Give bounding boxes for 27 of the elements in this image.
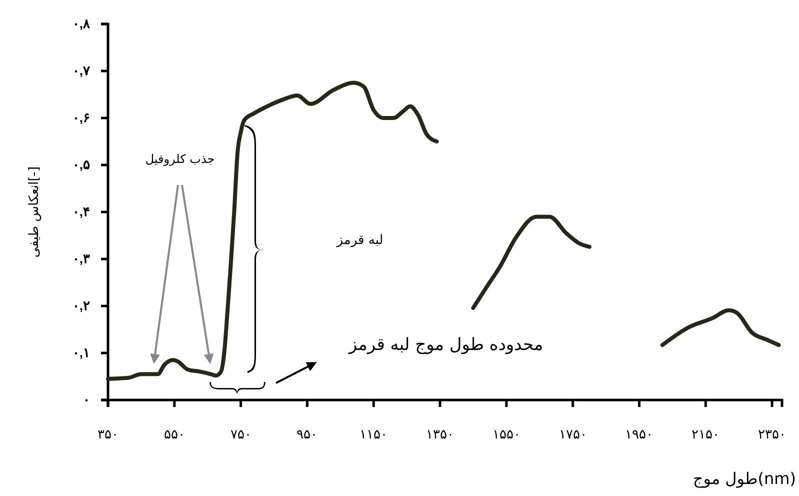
x-tick-label: ۲۱۵۰ [692,426,720,442]
y-tick-label: ۰,۲ [72,298,90,314]
x-tick-label: ۱۳۵۰ [426,426,454,442]
x-tick-label: ۹۵۰ [296,426,318,442]
x-tick-label: ۷۵۰ [230,426,252,442]
annotation: جذب کلروفیل [145,152,215,166]
line-series [660,308,781,348]
x-tick-label: ۵۵۰ [164,426,185,442]
x-tick-label: ۳۵۰ [98,426,118,442]
annotation: محدوده طول موج لبه قرمز [348,335,544,355]
y-tick-label: ۰,۱ [72,345,90,360]
y-tick-label: ۰,۵ [72,157,90,172]
y-tick-label: ۰ [83,392,90,408]
y-tick-label: ۰,۷ [72,63,91,78]
y-axis-title: انعکاس طیفی[-] [27,166,42,258]
x-tick-label: ۱۱۵۰ [360,426,388,442]
y-tick-label: ۰,۶ [72,110,90,126]
y-tick-label: ۰,۸ [72,16,91,32]
annotation: لبه قرمز [336,233,384,248]
x-tick-label: ۱۹۵۰ [625,426,654,442]
x-tick-label: ۱۷۵۰ [558,426,587,442]
x-tick-label: ۲۳۵۰ [758,426,786,442]
x-tick-label: ۱۵۵۰ [492,426,520,442]
x-axis-title: طول موج(nm) [692,469,796,488]
line-series [471,214,592,310]
y-tick-label: ۰,۴ [72,204,90,220]
y-tick-label: ۰,۳ [72,251,90,266]
